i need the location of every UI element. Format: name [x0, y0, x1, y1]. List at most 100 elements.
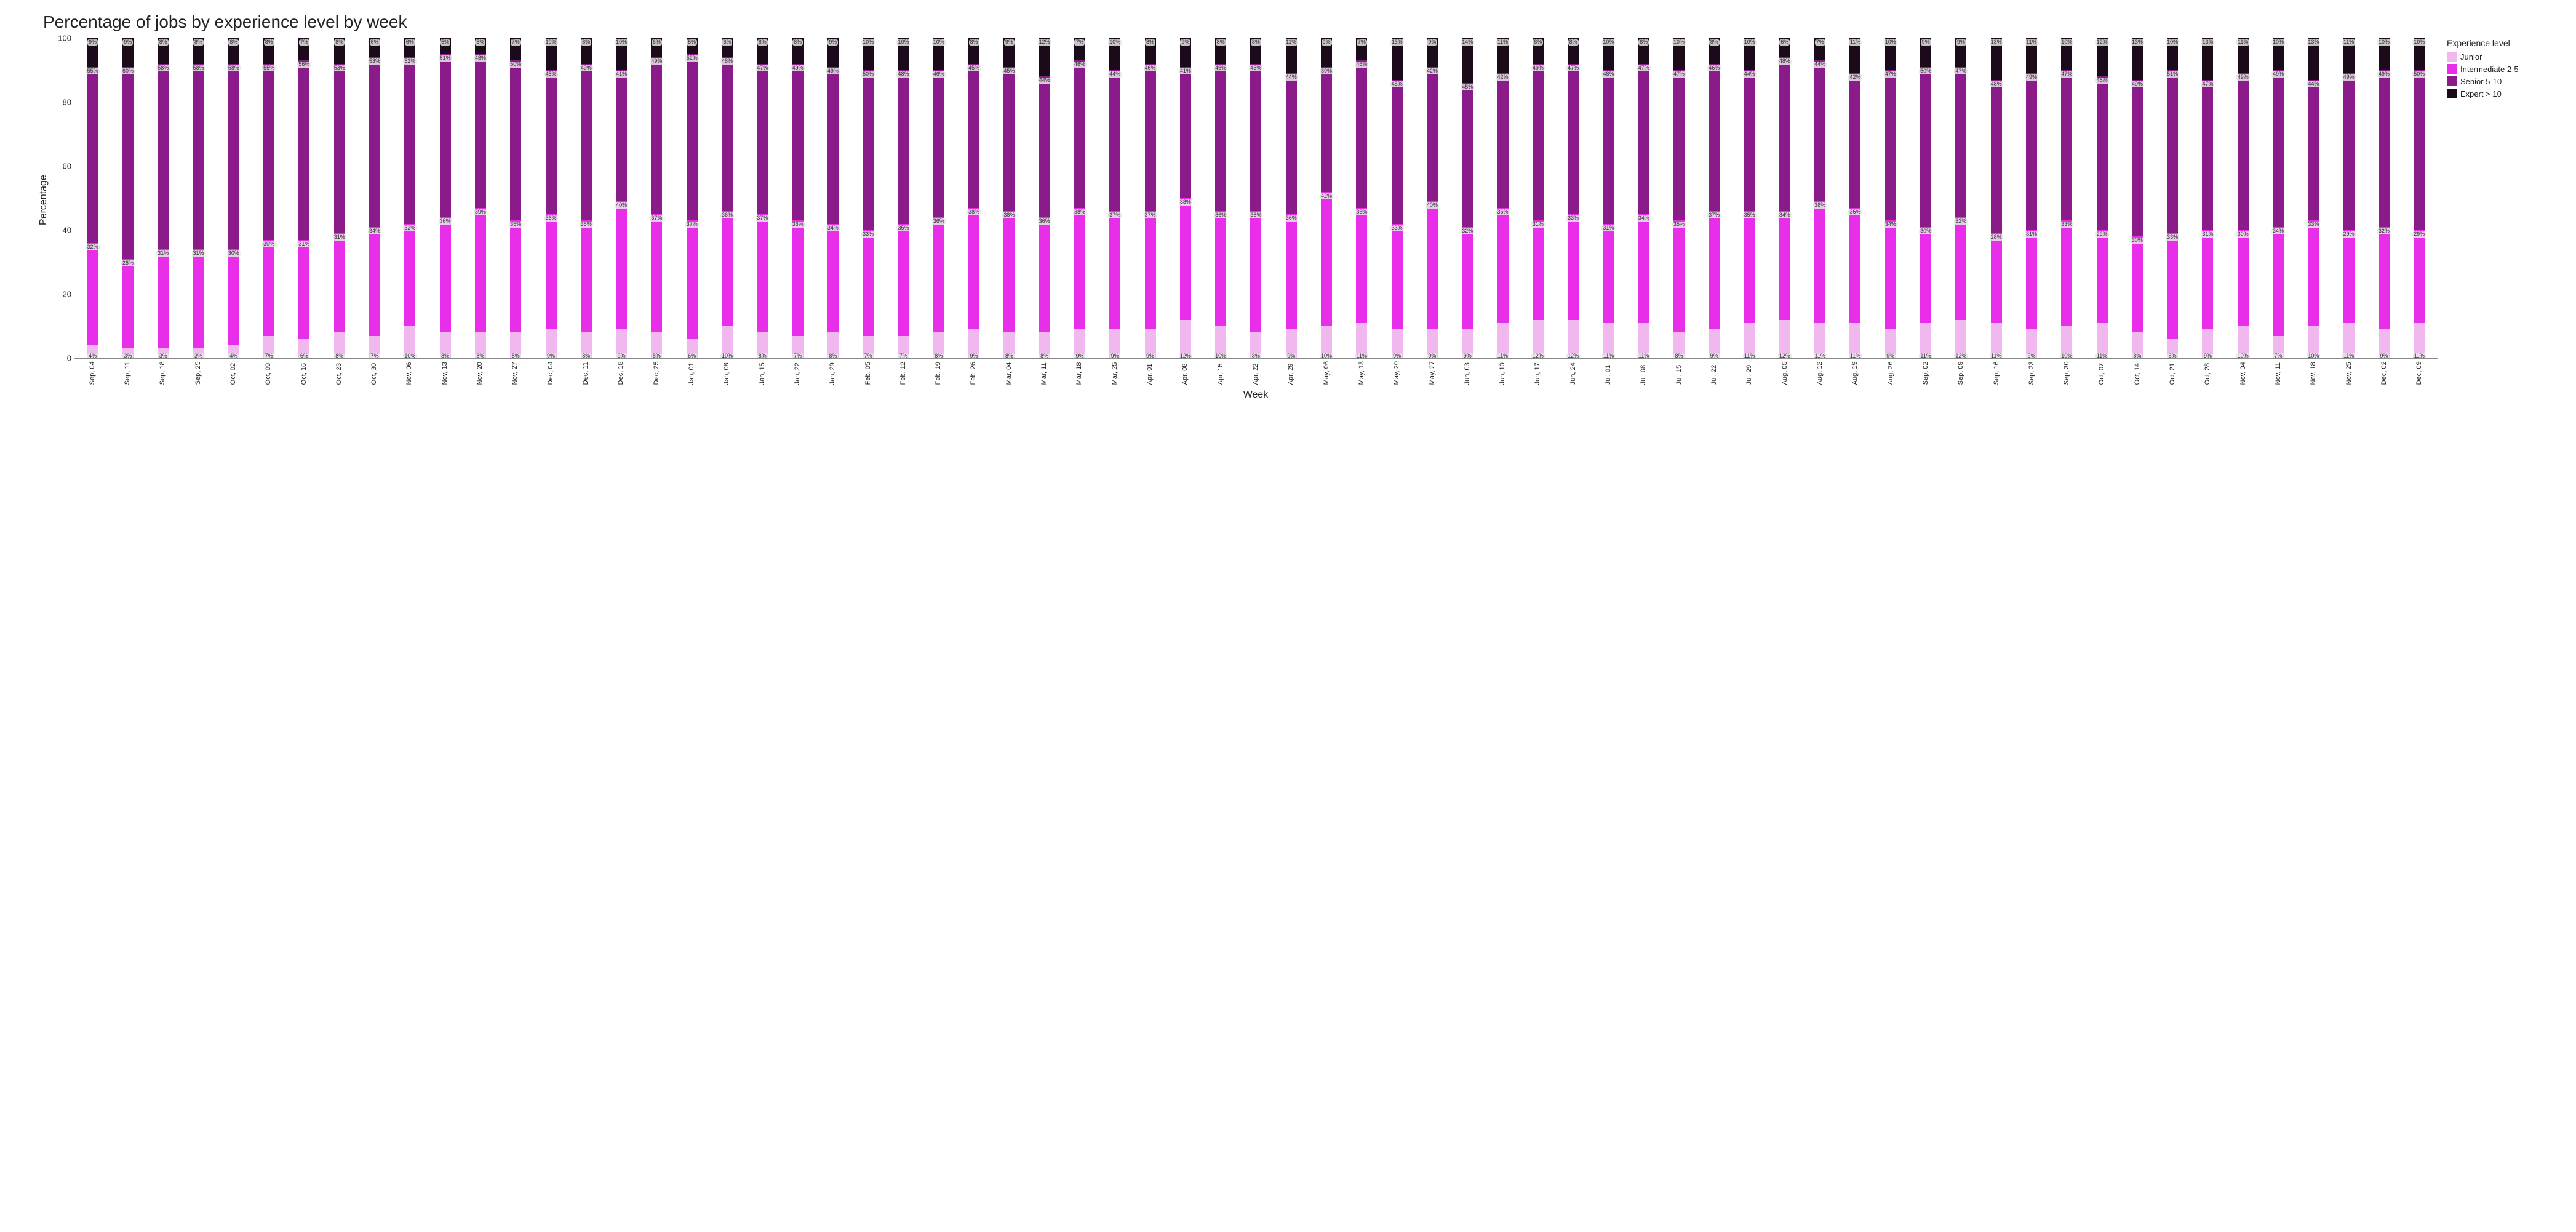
segment-label: 42%: [1426, 68, 1439, 74]
bar-segment-junior: 8%: [440, 332, 451, 358]
segment-label: 3%: [122, 353, 133, 359]
stacked-bar: 9%38%46%7%: [1074, 38, 1085, 358]
segment-label: 10%: [615, 39, 628, 46]
bar-segment-intermediate: 36%: [933, 217, 944, 332]
segment-label: 8%: [1039, 353, 1050, 359]
segment-label: 5%: [440, 39, 450, 46]
bar-segment-intermediate: 36%: [1286, 214, 1297, 329]
bar-segment-senior: 52%: [687, 54, 698, 220]
bar-segment-junior: 10%: [1215, 326, 1226, 358]
bar-segment-expert: 5%: [687, 38, 698, 54]
bar-segment-senior: 49%: [827, 67, 839, 224]
bar-segment-senior: 42%: [1849, 73, 1860, 207]
bar-segment-senior: 48%: [475, 54, 486, 208]
segment-label: 6%: [370, 39, 380, 46]
segment-label: 36%: [932, 218, 946, 225]
bar-segment-junior: 7%: [369, 336, 380, 358]
legend-label: Senior 5-10: [2460, 77, 2502, 86]
bar-segment-expert: 7%: [1356, 38, 1367, 60]
x-tick-label: Jan, 29: [829, 361, 836, 385]
bar-slot: 9%32%45%14%: [1451, 38, 1485, 358]
bar-segment-junior: 9%: [1392, 329, 1403, 358]
x-tick-label: Sep, 04: [89, 361, 96, 385]
segment-label: 33%: [2060, 222, 2073, 228]
segment-label: 36%: [720, 212, 734, 218]
segment-label: 28%: [1990, 234, 2003, 241]
segment-label: 10%: [1672, 39, 1686, 46]
bar-slot: 12%31%49%8%: [1521, 38, 1555, 358]
segment-label: 35%: [1743, 212, 1757, 218]
bar-segment-senior: 49%: [2026, 73, 2037, 230]
stacked-bar: 8%30%49%13%: [2132, 38, 2143, 358]
segment-label: 9%: [1709, 353, 1720, 359]
segment-label: 48%: [1990, 81, 2003, 87]
x-tick: Nov, 18: [2297, 361, 2331, 385]
segment-label: 9%: [2026, 353, 2036, 359]
bar-slot: 6%31%56%7%: [287, 38, 321, 358]
segment-label: 35%: [509, 222, 522, 228]
bar-segment-expert: 8%: [1533, 38, 1544, 64]
segment-label: 8%: [193, 39, 204, 46]
bar-segment-intermediate: 28%: [1991, 233, 2002, 323]
segment-label: 48%: [720, 58, 734, 65]
bar-slot: 11%38%44%7%: [1803, 38, 1837, 358]
bar-segment-senior: 58%: [228, 64, 239, 250]
segment-label: 11%: [2342, 353, 2355, 359]
segment-label: 11%: [1743, 353, 1756, 359]
x-tick: Sep, 18: [146, 361, 180, 385]
segment-label: 33%: [2166, 234, 2179, 241]
bar-slot: 11%35%44%10%: [1733, 38, 1766, 358]
legend-swatch: [2447, 76, 2457, 86]
x-tick: Jan, 01: [674, 361, 708, 385]
segment-label: 8%: [1533, 39, 1543, 46]
bar-segment-expert: 6%: [1779, 38, 1790, 57]
bar-segment-junior: 10%: [722, 326, 733, 358]
bar-slot: 4%32%55%9%: [76, 38, 110, 358]
segment-label: 45%: [1390, 81, 1404, 87]
x-tick-label: Jun, 03: [1464, 361, 1471, 385]
bar-segment-intermediate: 37%: [1145, 211, 1156, 329]
segment-label: 49%: [2377, 71, 2391, 78]
bar-segment-expert: 11%: [1497, 38, 1509, 73]
segment-label: 7%: [792, 353, 803, 359]
segment-label: 53%: [333, 65, 346, 71]
bar-segment-senior: 58%: [158, 64, 169, 250]
x-axis-labels: Sep, 04Sep, 11Sep, 18Sep, 25Oct, 02Oct, …: [74, 359, 2438, 385]
x-tick-label: May, 20: [1393, 361, 1400, 385]
stacked-bar: 3%31%58%8%: [158, 38, 169, 358]
x-tick: Sep, 16: [1979, 361, 2013, 385]
segment-label: 33%: [861, 231, 875, 238]
bar-segment-intermediate: 33%: [863, 230, 874, 336]
segment-label: 31%: [2025, 231, 2038, 238]
segment-label: 37%: [685, 222, 699, 228]
segment-label: 31%: [192, 250, 205, 257]
segment-label: 8%: [1638, 39, 1649, 46]
segment-label: 37%: [1144, 212, 1157, 218]
segment-label: 10%: [1320, 353, 1333, 359]
x-tick-label: Mar, 11: [1040, 361, 1048, 385]
bar-segment-intermediate: 36%: [1215, 211, 1226, 326]
segment-label: 9%: [1180, 39, 1190, 46]
segment-label: 7%: [264, 353, 274, 359]
x-tick: Dec, 25: [639, 361, 673, 385]
x-tick: Jul, 08: [1627, 361, 1661, 385]
segment-label: 11%: [2236, 39, 2249, 46]
segment-label: 10%: [1884, 39, 1897, 46]
x-tick-label: Oct, 28: [2204, 361, 2211, 385]
bar-segment-senior: 52%: [404, 57, 415, 223]
bar-segment-junior: 10%: [1321, 326, 1332, 358]
x-tick-label: Oct, 16: [300, 361, 308, 385]
bar-segment-junior: 8%: [1673, 332, 1685, 358]
x-tick-label: Oct, 23: [335, 361, 343, 385]
bar-segment-expert: 9%: [87, 38, 98, 67]
stacked-bar: 11%34%47%8%: [1638, 38, 1649, 358]
segment-label: 9%: [1462, 353, 1473, 359]
bar-slot: 8%35%49%8%: [569, 38, 603, 358]
segment-label: 7%: [370, 353, 380, 359]
x-tick-label: Sep, 09: [1957, 361, 1964, 385]
bar-segment-junior: 8%: [2132, 332, 2143, 358]
bar-segment-senior: 53%: [369, 57, 380, 227]
segment-label: 58%: [156, 65, 170, 71]
bar-segment-junior: 8%: [475, 332, 486, 358]
bar-segment-expert: 6%: [651, 38, 662, 57]
